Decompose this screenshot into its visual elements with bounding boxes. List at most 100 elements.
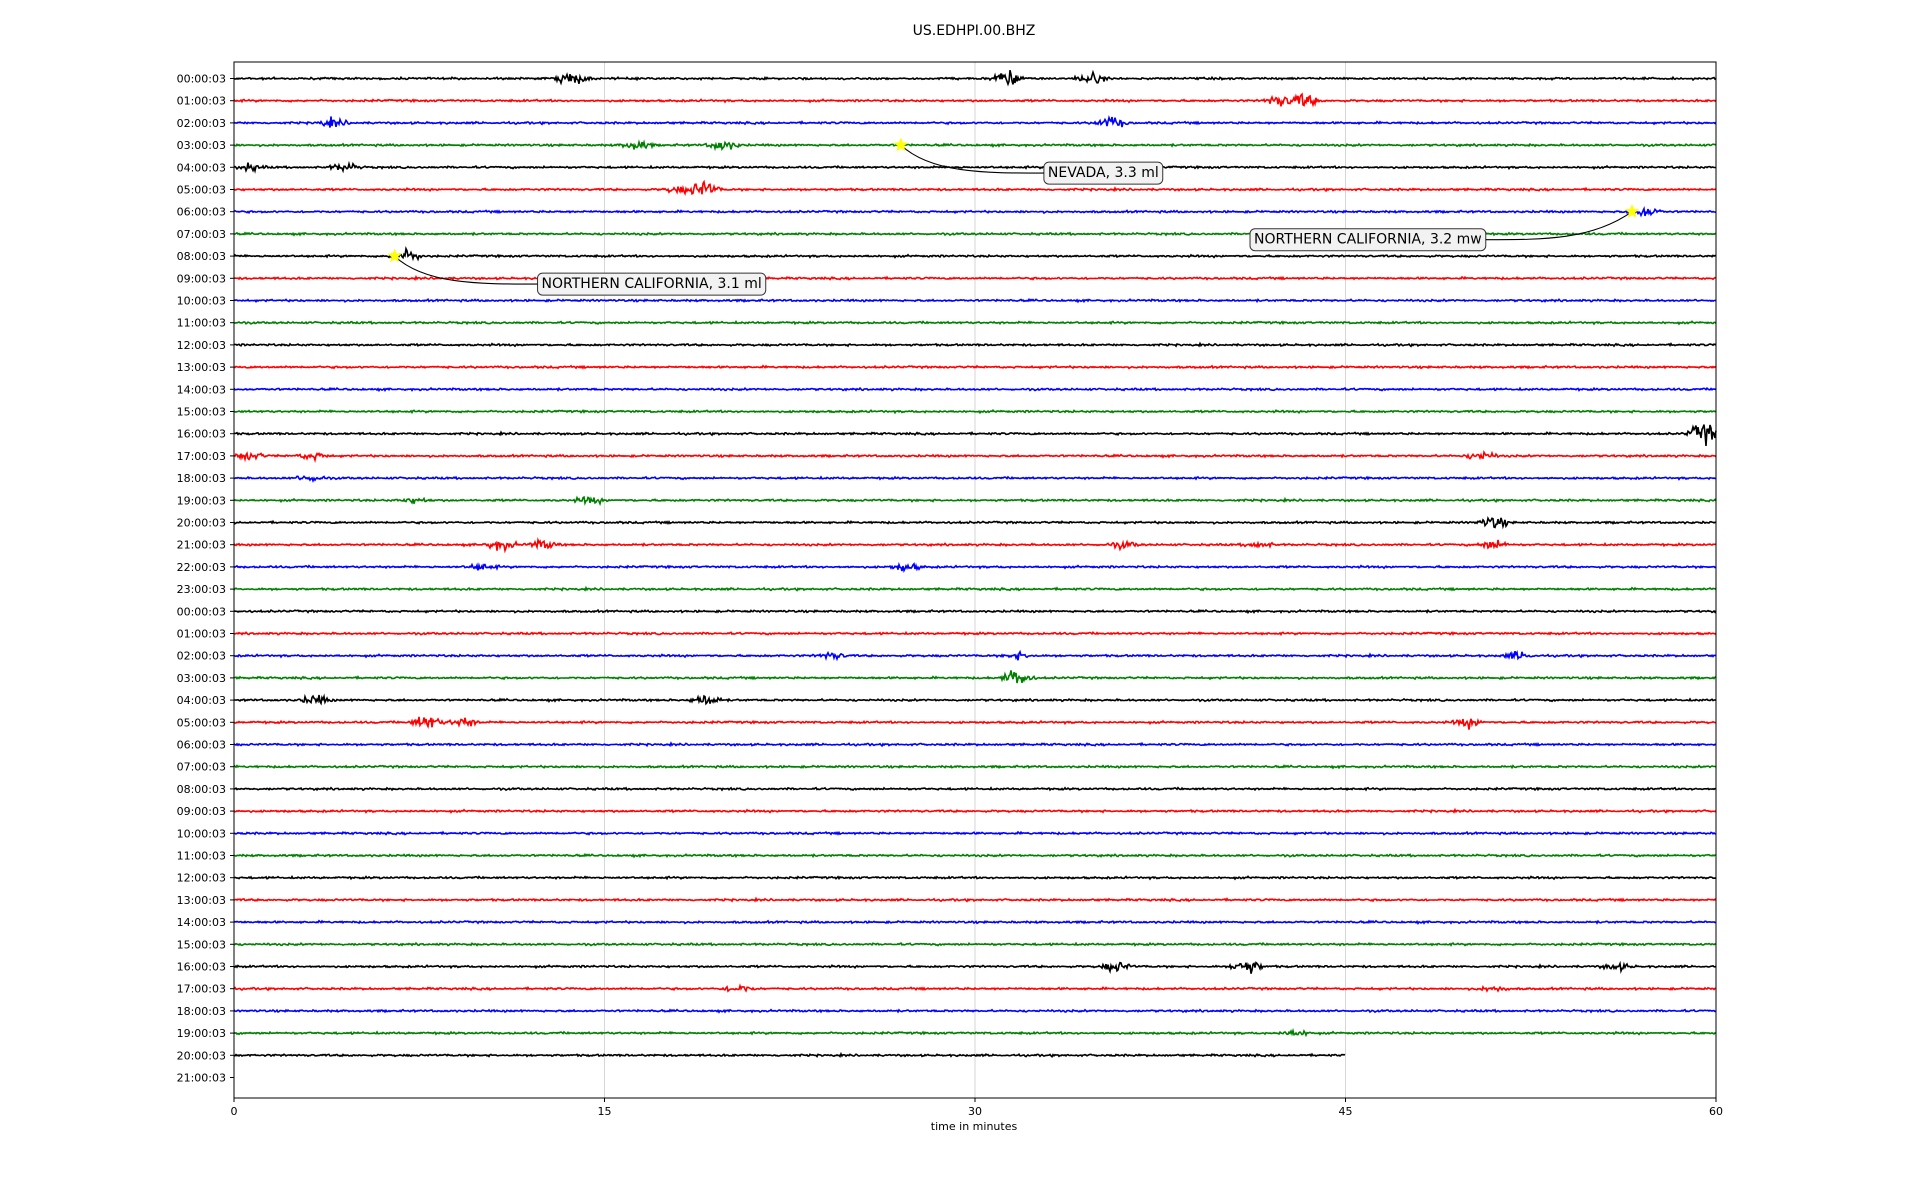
trace-row-13 (233, 364, 1717, 370)
axes-layer: 00:00:03 01:00:03 02:00:03 03:00:03 04:00:03… (177, 61, 1723, 1118)
y-tick-label: 00:00:03 (177, 605, 226, 618)
trace-row-9 (233, 274, 1717, 281)
y-tick-label: 23:00:03 (177, 583, 226, 596)
y-tick-label: 07:00:03 (177, 761, 226, 774)
event-annotation: NORTHERN CALIFORNIA, 3.1 ml (387, 248, 767, 296)
trace-row-18 (233, 475, 1717, 484)
trace-row-25 (233, 630, 1717, 637)
y-tick-label: 18:00:03 (177, 1005, 226, 1018)
trace-row-5 (233, 179, 1717, 197)
trace-row-21 (233, 537, 1717, 554)
x-tick-label: 30 (968, 1105, 982, 1118)
trace-row-10 (233, 297, 1717, 304)
y-tick-label: 06:00:03 (177, 206, 226, 219)
event-connector (1485, 211, 1633, 241)
event-star-marker (387, 248, 402, 263)
trace-row-8 (233, 245, 1717, 262)
trace-row-29 (233, 716, 1717, 730)
event-connector (900, 144, 1044, 174)
event-label: NORTHERN CALIFORNIA, 3.1 ml (542, 276, 762, 292)
event-connector (394, 255, 538, 285)
trace-row-31 (233, 764, 1717, 770)
event-label: NEVADA, 3.3 ml (1048, 165, 1159, 181)
y-tick-label: 09:00:03 (177, 805, 226, 818)
x-tick-label: 0 (231, 1105, 238, 1118)
trace-row-41 (233, 983, 1717, 993)
x-axis-title: time in minutes (931, 1120, 1018, 1133)
y-tick-label: 03:00:03 (177, 672, 226, 685)
trace-row-33 (233, 807, 1717, 814)
y-tick-label: 20:00:03 (177, 517, 226, 530)
x-tick-label: 60 (1709, 1105, 1723, 1118)
trace-row-35 (233, 852, 1717, 859)
y-tick-label: 14:00:03 (177, 916, 226, 929)
y-tick-label: 15:00:03 (177, 938, 226, 951)
y-tick-label: 19:00:03 (177, 1027, 226, 1040)
trace-row-28 (233, 693, 1717, 706)
traces-layer (233, 69, 1717, 1058)
y-tick-label: 20:00:03 (177, 1049, 226, 1062)
y-tick-label: 05:00:03 (177, 184, 226, 197)
y-tick-label: 12:00:03 (177, 339, 226, 352)
trace-row-12 (233, 341, 1717, 348)
trace-row-19 (233, 495, 1717, 507)
trace-row-6 (233, 205, 1717, 218)
y-tick-label: 04:00:03 (177, 694, 226, 707)
x-tick-label: 15 (598, 1105, 612, 1118)
trace-row-44 (233, 1051, 1346, 1058)
trace-row-27 (233, 670, 1717, 684)
y-tick-label: 17:00:03 (177, 450, 226, 463)
y-tick-label: 02:00:03 (177, 117, 226, 130)
x-tick-label: 45 (1339, 1105, 1353, 1118)
y-tick-label: 10:00:03 (177, 295, 226, 308)
y-tick-label: 11:00:03 (177, 850, 226, 863)
trace-row-4 (233, 160, 1717, 174)
trace-row-40 (233, 960, 1717, 975)
y-tick-label: 11:00:03 (177, 317, 226, 330)
trace-row-2 (233, 115, 1717, 128)
event-star-marker (893, 137, 909, 152)
y-tick-label: 15:00:03 (177, 406, 226, 419)
y-tick-label: 17:00:03 (177, 983, 226, 996)
trace-row-11 (233, 320, 1717, 326)
y-tick-label: 12:00:03 (177, 872, 226, 885)
y-tick-label: 03:00:03 (177, 139, 226, 152)
y-tick-label: 14:00:03 (177, 383, 226, 396)
event-annotation: NEVADA, 3.3 ml (893, 137, 1164, 185)
y-tick-label: 01:00:03 (177, 95, 226, 108)
event-star-marker (1624, 203, 1640, 218)
trace-row-32 (234, 786, 1717, 792)
trace-row-24 (233, 608, 1717, 615)
trace-row-34 (233, 830, 1717, 836)
chart-title: US.EDHPI.00.BHZ (913, 23, 1036, 39)
y-tick-label: 13:00:03 (177, 361, 226, 374)
y-tick-label: 04:00:03 (177, 161, 226, 174)
y-tick-label: 09:00:03 (177, 272, 226, 285)
y-tick-label: 01:00:03 (177, 628, 226, 641)
trace-row-26 (233, 649, 1717, 662)
y-tick-label: 07:00:03 (177, 228, 226, 241)
trace-row-16 (233, 424, 1717, 447)
trace-row-36 (233, 875, 1717, 881)
trace-row-37 (233, 896, 1717, 903)
trace-row-42 (233, 1008, 1717, 1014)
y-tick-label: 16:00:03 (177, 961, 226, 974)
y-tick-label: 05:00:03 (177, 716, 226, 729)
trace-row-39 (233, 941, 1717, 947)
trace-row-22 (233, 561, 1717, 573)
y-tick-label: 08:00:03 (177, 783, 226, 796)
trace-row-1 (233, 92, 1717, 108)
trace-row-17 (233, 450, 1717, 464)
event-annotation: NORTHERN CALIFORNIA, 3.2 mw (1249, 203, 1640, 252)
y-tick-label: 19:00:03 (177, 494, 226, 507)
y-tick-label: 02:00:03 (177, 650, 226, 663)
trace-row-30 (233, 741, 1717, 748)
y-tick-label: 21:00:03 (177, 539, 226, 552)
y-tick-label: 21:00:03 (177, 1072, 226, 1085)
trace-row-14 (233, 386, 1717, 393)
y-tick-label: 06:00:03 (177, 739, 226, 752)
y-tick-label: 08:00:03 (177, 250, 226, 263)
trace-row-23 (233, 585, 1717, 592)
trace-row-43 (233, 1027, 1717, 1038)
